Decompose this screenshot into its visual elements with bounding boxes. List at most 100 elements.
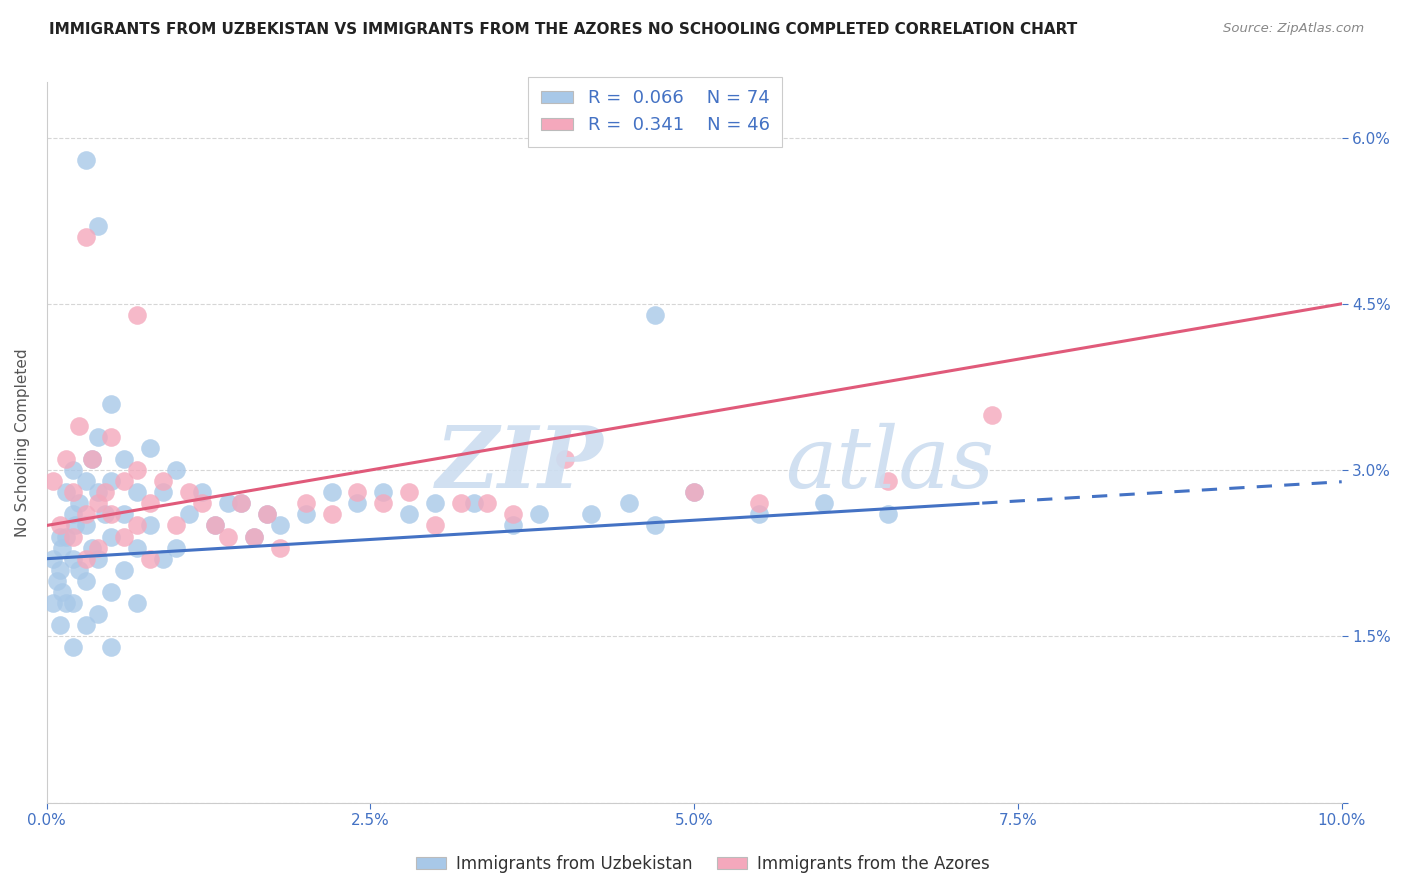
Point — [269, 518, 291, 533]
Point — [127, 518, 149, 533]
Point — [346, 485, 368, 500]
Text: Source: ZipAtlas.com: Source: ZipAtlas.com — [1223, 22, 1364, 36]
Point — [80, 452, 103, 467]
Point — [51, 585, 73, 599]
Point — [87, 430, 110, 444]
Point — [75, 574, 97, 588]
Point — [450, 496, 472, 510]
Point — [683, 485, 706, 500]
Point — [139, 441, 162, 455]
Point — [683, 485, 706, 500]
Point — [502, 508, 524, 522]
Point — [179, 485, 201, 500]
Point — [204, 518, 226, 533]
Point — [55, 530, 77, 544]
Point — [981, 408, 1004, 422]
Point — [165, 463, 187, 477]
Point — [75, 230, 97, 244]
Point — [204, 518, 226, 533]
Point — [139, 496, 162, 510]
Point — [75, 551, 97, 566]
Point — [127, 463, 149, 477]
Point — [152, 474, 174, 488]
Text: ZIP: ZIP — [436, 422, 603, 506]
Point — [579, 508, 602, 522]
Point — [127, 485, 149, 500]
Point — [48, 618, 70, 632]
Y-axis label: No Schooling Completed: No Schooling Completed — [15, 348, 30, 537]
Point — [619, 496, 641, 510]
Legend: R =  0.066    N = 74, R =  0.341    N = 46: R = 0.066 N = 74, R = 0.341 N = 46 — [529, 77, 783, 147]
Point — [139, 551, 162, 566]
Point — [62, 596, 84, 610]
Point — [100, 508, 122, 522]
Point — [179, 508, 201, 522]
Point — [100, 430, 122, 444]
Point — [94, 485, 117, 500]
Point — [87, 607, 110, 621]
Point — [191, 496, 214, 510]
Point — [152, 551, 174, 566]
Point — [425, 496, 447, 510]
Point — [127, 596, 149, 610]
Point — [112, 530, 135, 544]
Point — [877, 508, 900, 522]
Point — [554, 452, 576, 467]
Point — [425, 518, 447, 533]
Point — [112, 563, 135, 577]
Point — [62, 551, 84, 566]
Point — [217, 496, 239, 510]
Point — [243, 530, 266, 544]
Point — [67, 418, 90, 433]
Point — [127, 541, 149, 555]
Point — [46, 574, 69, 588]
Legend: Immigrants from Uzbekistan, Immigrants from the Azores: Immigrants from Uzbekistan, Immigrants f… — [409, 848, 997, 880]
Point — [62, 485, 84, 500]
Point — [644, 518, 666, 533]
Point — [256, 508, 278, 522]
Text: IMMIGRANTS FROM UZBEKISTAN VS IMMIGRANTS FROM THE AZORES NO SCHOOLING COMPLETED : IMMIGRANTS FROM UZBEKISTAN VS IMMIGRANTS… — [49, 22, 1077, 37]
Point — [748, 508, 770, 522]
Point — [67, 496, 90, 510]
Point — [112, 474, 135, 488]
Point — [269, 541, 291, 555]
Point — [165, 541, 187, 555]
Point — [475, 496, 498, 510]
Point — [527, 508, 550, 522]
Point — [373, 496, 395, 510]
Point — [62, 530, 84, 544]
Point — [62, 640, 84, 655]
Point — [42, 474, 65, 488]
Point — [100, 396, 122, 410]
Point — [294, 496, 316, 510]
Point — [243, 530, 266, 544]
Point — [62, 508, 84, 522]
Text: atlas: atlas — [785, 423, 994, 505]
Point — [51, 541, 73, 555]
Point — [256, 508, 278, 522]
Point — [42, 596, 65, 610]
Point — [87, 485, 110, 500]
Point — [87, 496, 110, 510]
Point — [346, 496, 368, 510]
Point — [55, 596, 77, 610]
Point — [62, 463, 84, 477]
Point — [63, 518, 86, 533]
Point — [165, 518, 187, 533]
Point — [463, 496, 485, 510]
Point — [48, 530, 70, 544]
Point — [398, 485, 420, 500]
Point — [100, 585, 122, 599]
Point — [94, 508, 117, 522]
Point — [373, 485, 395, 500]
Point — [100, 474, 122, 488]
Point — [48, 563, 70, 577]
Point — [321, 485, 343, 500]
Point — [748, 496, 770, 510]
Point — [229, 496, 252, 510]
Point — [294, 508, 316, 522]
Point — [80, 452, 103, 467]
Point — [87, 219, 110, 234]
Point — [139, 518, 162, 533]
Point — [502, 518, 524, 533]
